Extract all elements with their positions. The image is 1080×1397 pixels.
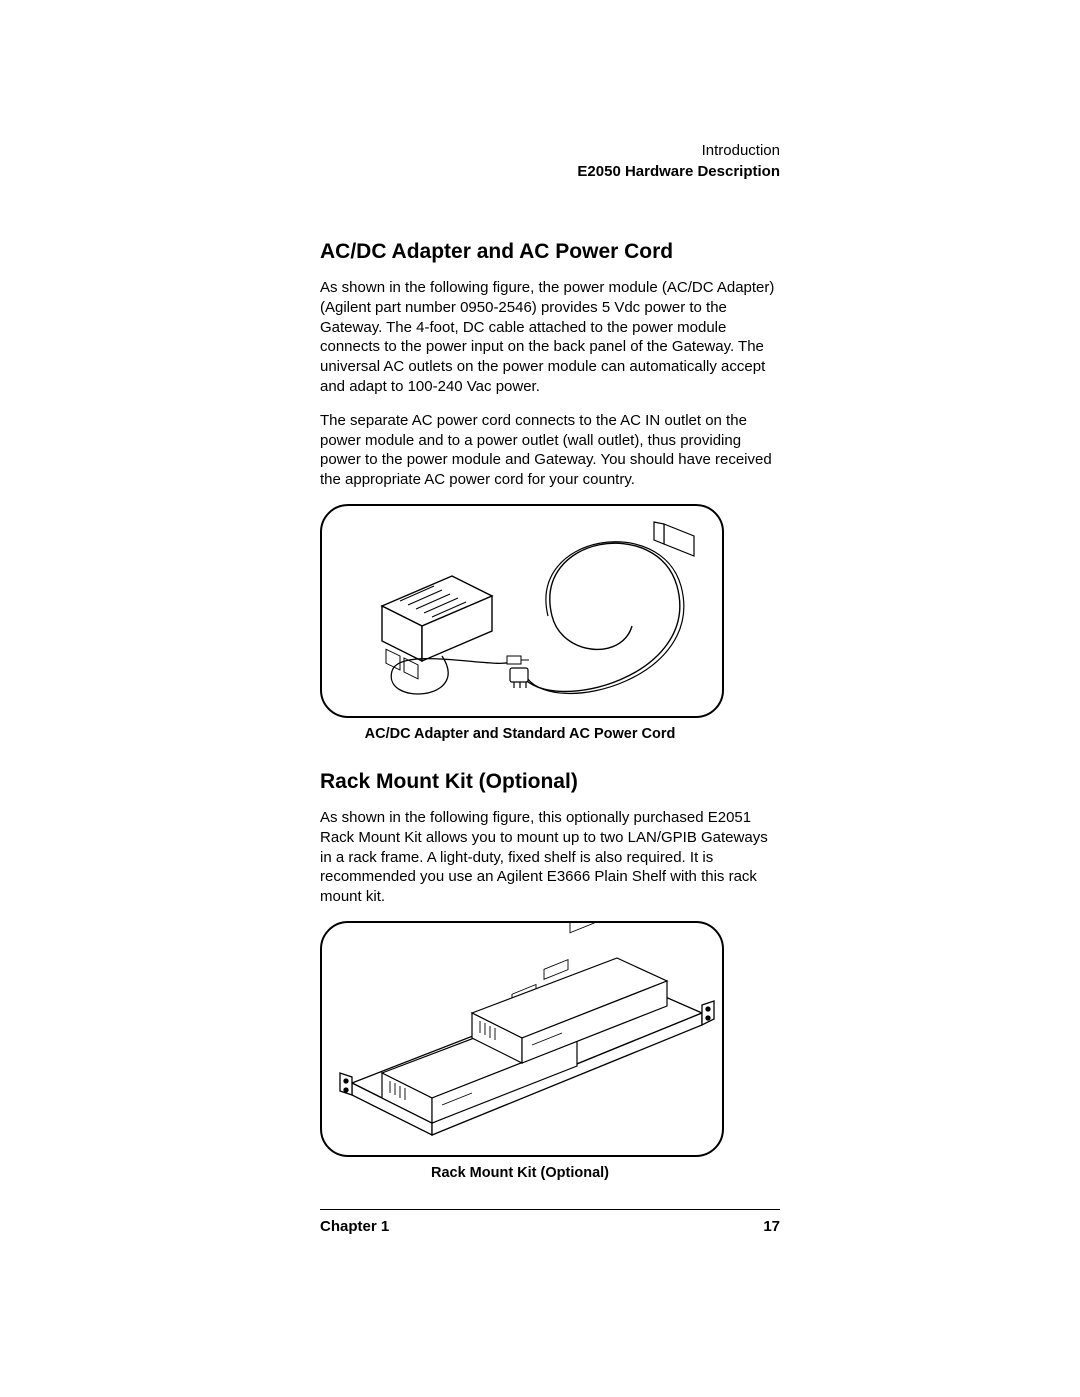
footer-chapter: Chapter 1 [320,1218,389,1235]
footer-rule [320,1209,780,1210]
section2-title: Rack Mount Kit (Optional) [320,770,780,794]
figure1-adapter-cord [320,504,724,718]
section2-para1: As shown in the following figure, this o… [320,808,780,907]
figure2-caption: Rack Mount Kit (Optional) [320,1165,720,1181]
section1-para2: The separate AC power cord connects to t… [320,411,780,490]
section1-title: AC/DC Adapter and AC Power Cord [320,240,780,264]
figure1-caption: AC/DC Adapter and Standard AC Power Cord [320,726,720,742]
document-page: Introduction E2050 Hardware Description … [0,0,1080,1397]
header-subsection-name: E2050 Hardware Description [320,161,780,182]
adapter-cord-illustration [322,506,722,716]
header-section-name: Introduction [320,140,780,161]
rack-mount-illustration [322,923,722,1155]
figure2-rack-mount [320,921,724,1157]
page-footer: Chapter 1 17 [320,1218,780,1235]
footer-page-number: 17 [763,1218,780,1235]
section1-para1: As shown in the following figure, the po… [320,278,780,397]
page-header: Introduction E2050 Hardware Description [320,140,780,182]
